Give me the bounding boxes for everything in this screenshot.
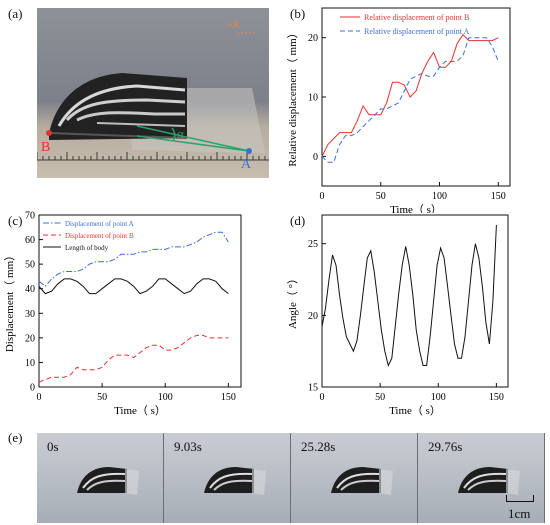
robot-image-1 <box>77 467 139 495</box>
strip-time-4: 29.76s <box>428 439 463 454</box>
y-tick-label-d: 25 <box>308 239 318 250</box>
chart-c: 0 50 100 150 0 10 20 30 40 50 60 70 Time（ s） Displace… <box>3 211 242 417</box>
series-line-c-2 <box>38 278 229 295</box>
strip-time-1: 0s <box>47 439 59 454</box>
point-a-marker <box>246 148 252 154</box>
x-tick-label-c: 0 <box>37 392 42 403</box>
strip-frame-3: 25.28s <box>291 433 418 523</box>
x-tick-label-b: 100 <box>432 191 447 202</box>
x-tick-label-c: 150 <box>221 392 236 403</box>
series-line-c-1 <box>38 334 229 383</box>
photo-a: α B A +X <box>37 8 269 178</box>
panel-label-d: (d) <box>290 213 306 228</box>
strip-frame-2: 9.03s <box>164 433 291 523</box>
x-axis-label-c: Time（ s） <box>114 404 166 417</box>
y-tick-label-c: 10 <box>25 358 35 369</box>
angle-alpha-label: α <box>177 126 184 141</box>
chart-b: 0 50 100 150 0 10 20 Time（ s） Relative displacem… <box>286 7 511 213</box>
angle-lines <box>136 125 250 152</box>
x-tick-label-d: 0 <box>320 392 325 403</box>
plot-frame-c <box>38 214 242 388</box>
y-tick-label-b: 20 <box>308 33 318 44</box>
series-line-b-1 <box>321 37 499 163</box>
y-tick-label-c: 30 <box>25 309 35 320</box>
x-tick-label-c: 50 <box>97 392 107 403</box>
strip-time-2: 9.03s <box>174 439 202 454</box>
panel-label-a: (a) <box>8 6 23 21</box>
point-a-label: A <box>241 157 252 172</box>
legend-label-c-0: Displacement of point A <box>65 220 134 228</box>
x-tick-label-d: 100 <box>431 392 446 403</box>
strip-frame-4: 29.76s <box>418 433 545 523</box>
x-tick-label-b: 0 <box>320 191 325 202</box>
x-tick-label-b: 50 <box>376 191 386 202</box>
y-tick-label-b: 0 <box>313 152 318 163</box>
x-axis-label-b: Time（ s） <box>390 203 442 213</box>
y-tick-label-c: 70 <box>25 211 35 222</box>
y-tick-label-b: 10 <box>308 93 318 104</box>
series-line-b-0 <box>321 33 499 157</box>
x-tick-label-d: 50 <box>375 392 385 403</box>
y-axis-label-d: Angle（ °） <box>286 273 299 329</box>
x-tick-label-b: 150 <box>491 191 506 202</box>
scale-bar <box>506 495 534 502</box>
plot-frame-d <box>321 214 509 388</box>
y-tick-label-d: 20 <box>308 311 318 322</box>
legend-label-b-1: Relative displacement of point A <box>364 27 470 36</box>
photo-a-illustration: α B A +X <box>37 8 269 178</box>
chart-d: 0 50 100 150 15 20 25 Time（ s） Angle（ °） <box>286 214 509 417</box>
corner-mark: +X <box>227 20 241 31</box>
strip-frame-1: 0s <box>37 433 164 523</box>
y-tick-label-c: 20 <box>25 333 35 344</box>
legend-label-c-2: Length of body <box>65 244 109 252</box>
y-tick-label-c: 50 <box>25 260 35 271</box>
series-line-d-0 <box>321 224 497 367</box>
robot-image-2 <box>204 467 266 495</box>
point-b-label: B <box>41 140 50 155</box>
scale-label: 1cm <box>508 506 531 521</box>
legend-label-b-0: Relative displacement of point B <box>364 13 469 22</box>
ruler <box>37 152 269 161</box>
robot-body <box>48 73 188 140</box>
robot-image-3 <box>331 467 393 495</box>
y-tick-label-c: 0 <box>30 383 35 394</box>
y-axis-label-b: Relative displacement（ mm） <box>286 27 299 166</box>
x-tick-label-c: 100 <box>158 392 173 403</box>
x-tick-label-d: 150 <box>489 392 504 403</box>
y-axis-label-c: Displacement（ mm） <box>3 250 16 352</box>
y-tick-label-c: 60 <box>25 235 35 246</box>
robot-image-4 <box>458 467 520 495</box>
series-line-c-0 <box>38 231 229 287</box>
legend-label-c-1: Displacement of point B <box>65 232 134 240</box>
strip-time-3: 25.28s <box>301 439 336 454</box>
y-tick-label-c: 40 <box>25 284 35 295</box>
panel-label-e: (e) <box>8 430 23 445</box>
panel-label-b: (b) <box>290 6 306 21</box>
point-b-marker <box>46 130 52 136</box>
y-tick-label-d: 15 <box>308 383 318 394</box>
x-axis-label-d: Time（ s） <box>389 404 441 417</box>
panel-label-c: (c) <box>8 213 23 228</box>
